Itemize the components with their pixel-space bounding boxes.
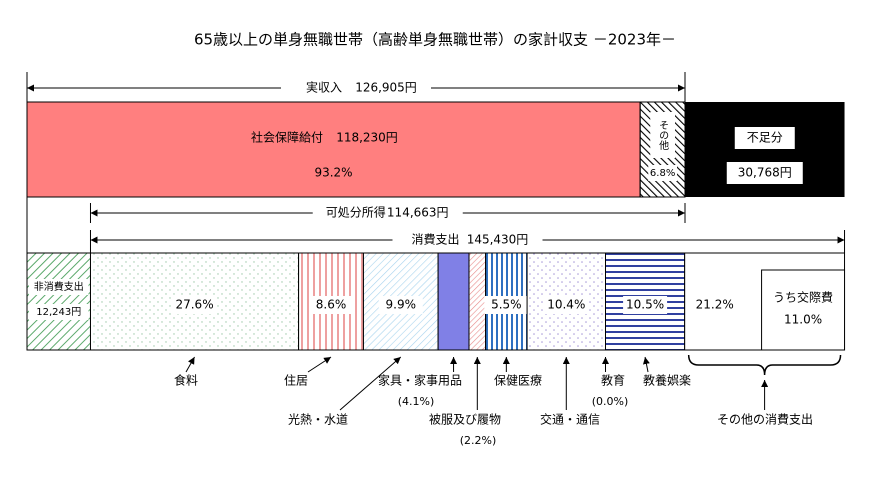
label-bg [172,296,217,314]
item-label: 光熱・水道 [288,413,348,427]
segment-share: 27.6% [175,298,213,312]
pointer-arrow [185,356,195,373]
label-bg [281,79,431,97]
label-bg [309,296,354,314]
item-label: 家具・家事用品 [378,373,462,388]
segment-share: 10.5% [626,298,664,312]
title: 65歳以上の単身無職世帯（高齢単身無職世帯）の家計収支 －2023年－ [194,31,676,49]
label-bg [544,296,589,314]
segment-label: 社会保障給付 [251,130,323,145]
item-label: 被服及び履物 [429,413,501,427]
item-label: 教育 [601,373,625,388]
segment-share: 6.8% [650,168,675,179]
segment-share: 10.4% [547,298,585,312]
span-label: 実収入 [306,80,342,95]
item-label: 保健医療 [494,374,542,388]
social-security-bar [26,101,641,198]
label-bg [392,231,543,249]
non-consumption-bar [26,252,91,351]
label-bg [692,296,737,314]
item-label: 食料 [174,373,198,388]
segment-share: (2.2%) [460,434,497,447]
pointer-arrow [339,356,402,411]
social-expense-segment [761,269,846,351]
item-label: 住居 [284,374,308,388]
label-bg [726,162,803,184]
label-bg [29,304,89,320]
segment-share: 5.5% [491,298,522,312]
segment-label: うち交際費 [773,290,833,305]
segment-share: 93.2% [314,166,352,180]
pointer-arrow [307,356,332,373]
label-bg [29,279,89,295]
segment-amount: 118,230円 [336,131,398,145]
pointer-arrow [642,356,650,373]
label-bg [734,127,795,149]
item-label: 教養娯楽 [643,373,691,388]
segment-label: その他 [657,120,669,151]
span-amount: 126,905円 [355,81,417,95]
span-amount: 145,430円 [467,233,529,247]
label-bg [312,204,463,222]
expense-segment [468,252,487,351]
span-label: 消費支出 [411,232,459,247]
segment-share: 21.2% [696,298,734,312]
segment-share: 9.9% [386,298,417,312]
segment-amount: 30,768円 [738,166,792,180]
segment-share: (4.1%) [398,395,435,408]
label-bg [623,296,668,314]
item-label: その他の消費支出 [717,412,813,427]
segment-label: 非消費支出 [34,280,84,293]
brace [687,354,842,376]
item-label: 交通・通信 [540,412,600,427]
segment-share: (0.0%) [592,395,629,408]
segment-label: 不足分 [747,131,783,145]
label-bg [484,296,529,314]
expense-segment [437,252,470,351]
segment-amount: 12,243円 [36,307,81,318]
segment-share: 11.0% [784,313,822,327]
label-bg [378,296,423,314]
label-bg [650,112,675,158]
span-label: 可処分所得 [326,205,386,220]
span-amount: 114,663円 [387,206,449,220]
segment-share: 8.6% [316,298,347,312]
label-bg [648,165,677,181]
